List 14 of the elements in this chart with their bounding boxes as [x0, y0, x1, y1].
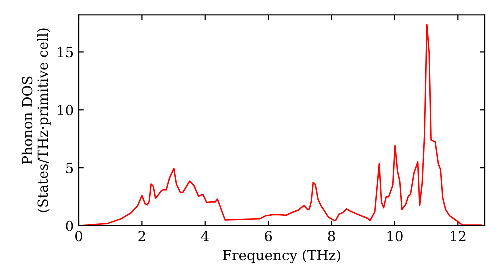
- x-tick-label: 8: [328, 231, 336, 242]
- x-tick-label: 0: [75, 231, 82, 242]
- y-tick-label: 15: [58, 47, 74, 58]
- x-tick-label: 4: [201, 231, 210, 242]
- x-tick-label: 12: [451, 231, 466, 242]
- y-tick-label: 0: [66, 220, 74, 232]
- y-tick-label: 10: [58, 105, 74, 116]
- x-tick-label: 2: [138, 231, 146, 242]
- x-tick-label: 10: [388, 231, 403, 242]
- x-tick-label: 6: [265, 231, 272, 242]
- x-axis-title: Frequency (THz): [223, 250, 340, 264]
- line-series: [79, 24, 482, 226]
- y-tick-label: 5: [66, 163, 74, 174]
- y-axis-title: Phonon DOS (States/THz·primitive cell): [22, 28, 51, 212]
